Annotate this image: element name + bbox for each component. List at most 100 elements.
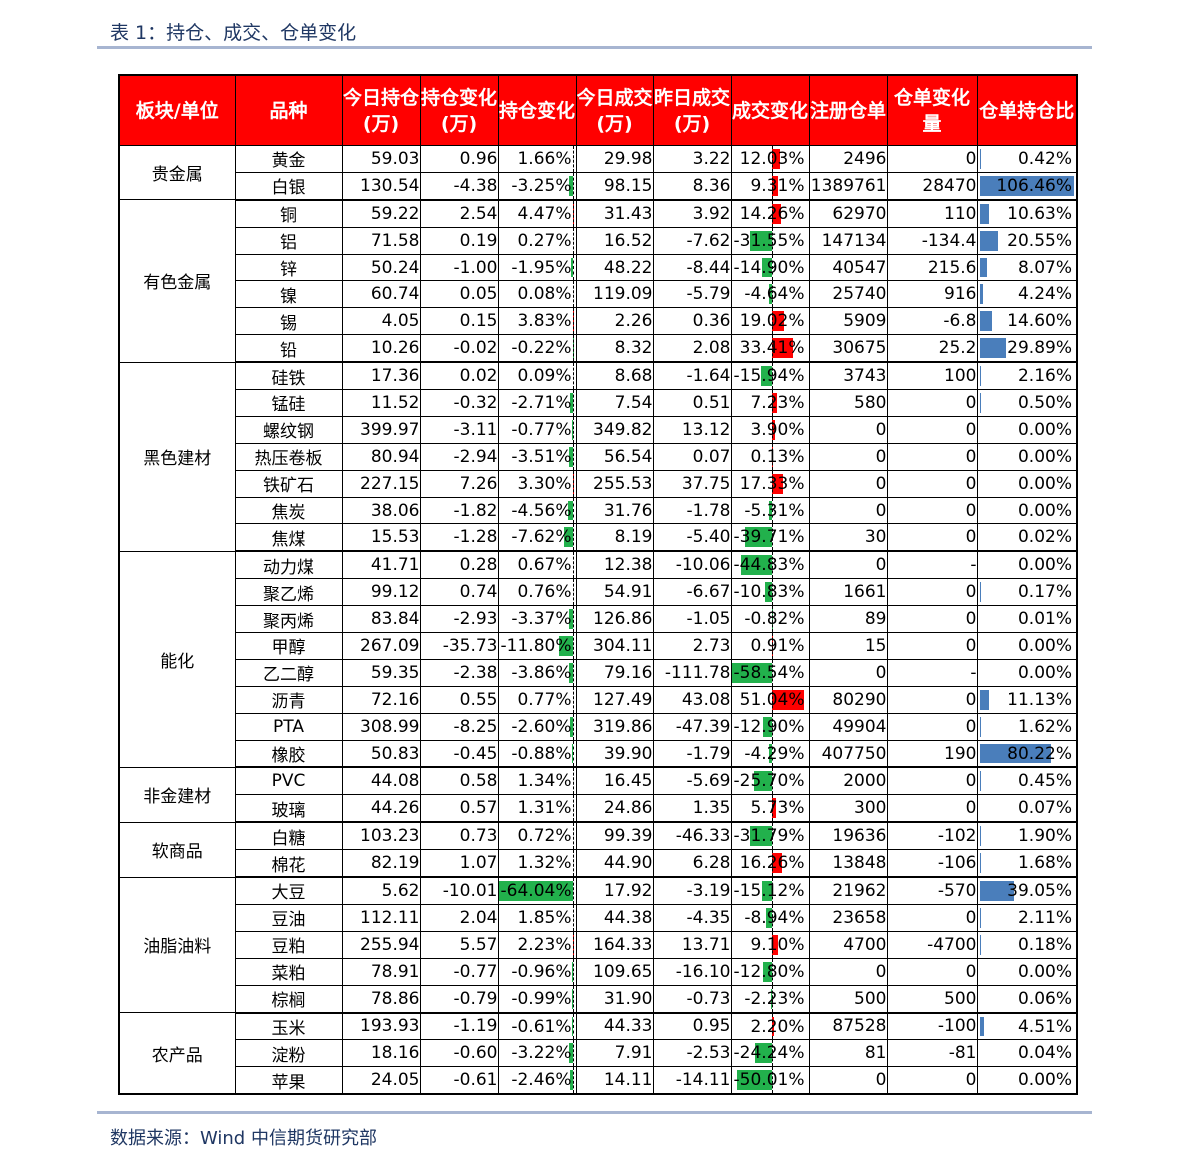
cell-value: 0.01% <box>1017 609 1072 630</box>
data-bar <box>564 527 574 548</box>
bar-cell: 0.04% <box>978 1041 1076 1066</box>
volume-change-pct-cell: -39.71% <box>730 523 810 553</box>
data-bar <box>772 853 783 874</box>
volume-change-pct-cell: -58.54% <box>730 658 810 687</box>
bar-cell: 29.89% <box>978 336 1076 360</box>
volume-today-cell: 31.90 <box>575 984 654 1014</box>
warrant-change-cell: -134.4 <box>886 226 978 255</box>
warrants-cell: 5909 <box>808 307 888 336</box>
volume-today-cell: 349.82 <box>575 415 654 444</box>
bar-cell: 9.10% <box>732 932 808 958</box>
cell-value: 2.20% <box>750 1016 805 1037</box>
cell-value: -31.79% <box>733 826 805 847</box>
bar-cell: 1.90% <box>978 823 1076 848</box>
warrant-oi-ratio-cell: 39.05% <box>976 876 1078 905</box>
table-row: 黑色建材 硅铁 17.36 0.02 0.09% 8.68 -1.64 -15.94% 3743… <box>118 361 1078 552</box>
bar-cell: -50.01% <box>732 1067 808 1093</box>
oi-change-pct-cell: -0.96% <box>497 957 577 986</box>
oi-change-pct-cell: -0.99% <box>497 984 577 1014</box>
oi-change-pct-cell: 0.72% <box>497 821 577 851</box>
cell-value: 0.27% <box>517 230 572 251</box>
zero-axis <box>573 281 575 307</box>
open-interest-cell: 71.58 <box>341 226 421 255</box>
open-interest-cell: 82.19 <box>341 849 421 879</box>
data-bar <box>763 961 773 982</box>
cell-value: -4.64% <box>744 284 805 305</box>
cell-value: 0.00% <box>1017 662 1072 683</box>
open-interest-cell: 10.26 <box>341 334 421 364</box>
product-cell: 聚丙烯 <box>234 605 343 634</box>
zero-axis <box>573 850 575 876</box>
table-row: 玻璃 44.26 0.57 1.31% 24.86 1.35 5.73% 300 0 0.07% <box>119 794 1078 824</box>
data-bar <box>772 175 779 196</box>
zero-axis <box>772 390 774 416</box>
table-row: 有色金属铜 59.22 2.54 4.47% 31.43 3.92 14.26% 62970 1… <box>118 199 1078 363</box>
data-bar <box>979 175 1075 196</box>
warrants-cell: 81 <box>808 1039 888 1068</box>
product-cell: 黄金 <box>234 145 343 173</box>
warrant-oi-ratio-cell: 20.55% <box>976 226 1078 255</box>
zero-axis <box>573 228 575 254</box>
data-bar <box>979 716 981 737</box>
oi-change-pct-cell: 3.83% <box>497 307 577 336</box>
oi-change-cell: -1.82 <box>419 496 499 525</box>
volume-change-pct-cell: 9.10% <box>730 930 810 959</box>
warrants-cell: 3743 <box>808 361 888 391</box>
oi-change-pct-cell: -3.37% <box>497 605 577 634</box>
warrant-oi-ratio-cell: 80.22% <box>976 739 1078 769</box>
cell-value: -7.62% <box>511 527 572 548</box>
volume-yesterday-cell: 13.71 <box>652 930 732 959</box>
product-cell: 淀粉 <box>234 1039 343 1068</box>
warrants-cell: 87528 <box>808 1011 888 1041</box>
warrants-cell: 25740 <box>808 280 888 309</box>
bar-cell: 11.13% <box>978 687 1076 712</box>
bar-cell: 4.47% <box>499 200 575 227</box>
volume-yesterday-cell: 13.12 <box>652 415 732 444</box>
oi-change-cell: -0.32 <box>419 389 499 417</box>
bar-cell: 2.16% <box>978 363 1076 388</box>
open-interest-cell: 50.24 <box>341 253 421 282</box>
volume-change-pct-cell: -50.01% <box>730 1066 810 1096</box>
bar-cell: -0.82% <box>732 606 808 632</box>
zero-axis <box>772 335 774 361</box>
zero-axis <box>573 173 575 198</box>
header-warrant-change: 仓单变化量 <box>886 74 978 146</box>
zero-axis <box>573 444 575 470</box>
zero-axis <box>772 579 774 605</box>
product-cell: 铝 <box>234 226 343 255</box>
sector-cell: 油脂油料 <box>118 876 236 1014</box>
open-interest-cell: 59.35 <box>341 658 421 687</box>
warrant-change-cell: 190 <box>886 739 978 769</box>
table-row: 焦炭 38.06 -1.82 -4.56% 31.76 -1.78 -5.31% 0 0 0.00… <box>119 496 1078 525</box>
table-row: 苹果 24.05 -0.61 -2.46% 14.11 -14.11 -50.01% 0 0 0.… <box>119 1066 1078 1096</box>
data-bar <box>568 662 574 683</box>
data-bar <box>764 582 773 603</box>
open-interest-cell: 59.03 <box>341 145 421 173</box>
warrant-change-cell: -81 <box>886 1039 978 1068</box>
cell-value: -0.99% <box>511 988 572 1009</box>
cell-value: -5.31% <box>744 500 805 521</box>
zero-axis <box>573 741 575 766</box>
product-cell: 玻璃 <box>234 794 343 824</box>
volume-change-pct-cell: 0.13% <box>730 442 810 471</box>
oi-change-pct-cell: 1.32% <box>497 849 577 879</box>
oi-change-pct-cell: -64.04% <box>497 876 577 905</box>
volume-yesterday-cell: -10.06 <box>652 550 732 580</box>
warrants-cell: 4700 <box>808 930 888 959</box>
bar-cell: 1.68% <box>978 851 1076 875</box>
oi-change-cell: 7.26 <box>419 469 499 498</box>
bar-cell: -2.60% <box>499 714 575 740</box>
cell-value: 4.47% <box>517 203 572 224</box>
cell-value: 14.26% <box>739 203 805 224</box>
product-cell: 棕榈 <box>234 984 343 1014</box>
warrant-change-cell: 0 <box>886 415 978 444</box>
warrants-cell: 0 <box>808 415 888 444</box>
volume-yesterday-cell: -3.19 <box>652 876 732 905</box>
bar-cell: 33.41% <box>732 335 808 361</box>
bar-cell: 3.90% <box>732 417 808 443</box>
volume-today-cell: 98.15 <box>575 171 654 201</box>
warrant-oi-ratio-cell: 0.01% <box>976 605 1078 634</box>
data-bar <box>569 609 574 630</box>
table-row: 焦煤 15.53 -1.28 -7.62% 8.19 -5.40 -39.71% 30 0 0.0… <box>119 523 1078 553</box>
cell-value: 0.00% <box>1017 555 1072 576</box>
